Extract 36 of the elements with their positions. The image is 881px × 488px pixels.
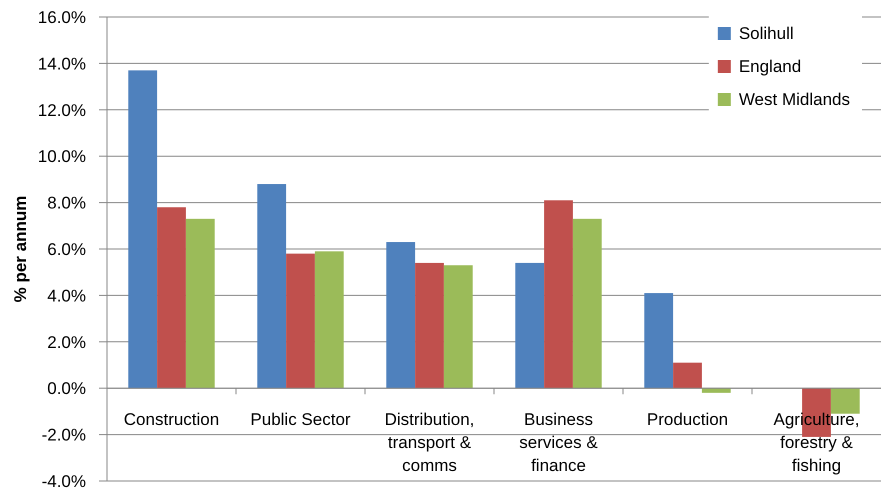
x-tick-label: Public Sector: [250, 410, 351, 430]
bar: [644, 293, 674, 388]
y-tick-label: -2.0%: [42, 426, 86, 445]
legend-label: England: [738, 57, 802, 76]
y-tick-label: 12.0%: [38, 100, 86, 120]
bar: [415, 262, 444, 388]
y-tick-label: 16.0%: [38, 8, 86, 27]
bar: [444, 265, 473, 388]
x-tick-label: Construction: [124, 410, 220, 430]
y-tick-label: 0.0%: [47, 379, 86, 398]
bar: [572, 218, 602, 388]
y-tick-label: -4.0%: [42, 472, 86, 488]
x-tick-label: Distribution, transport & comms: [384, 410, 474, 476]
bar: [286, 254, 315, 388]
bar: [157, 207, 186, 388]
bar: [386, 242, 416, 388]
bar: [515, 262, 544, 388]
bar: [830, 388, 860, 414]
y-tick-label: 4.0%: [47, 286, 86, 306]
bar: [544, 200, 573, 388]
bar: [257, 184, 286, 388]
bar: [186, 218, 215, 388]
y-axis-title: % per annum: [11, 196, 30, 302]
y-tick-label: 14.0%: [38, 54, 86, 74]
x-tick-label: Production: [646, 410, 728, 430]
bar: [314, 251, 344, 388]
bar: [673, 362, 702, 388]
legend-label: West Midlands: [738, 90, 850, 109]
legend-label: Solihull: [738, 24, 794, 43]
bar: [702, 388, 731, 393]
y-tick-label: 10.0%: [38, 147, 86, 166]
y-tick-label: 6.0%: [47, 240, 86, 259]
y-tick-label: 8.0%: [47, 194, 86, 213]
bar: [128, 70, 158, 388]
y-tick-label: 2.0%: [47, 332, 86, 352]
x-tick-label: Business services & finance: [519, 410, 598, 476]
